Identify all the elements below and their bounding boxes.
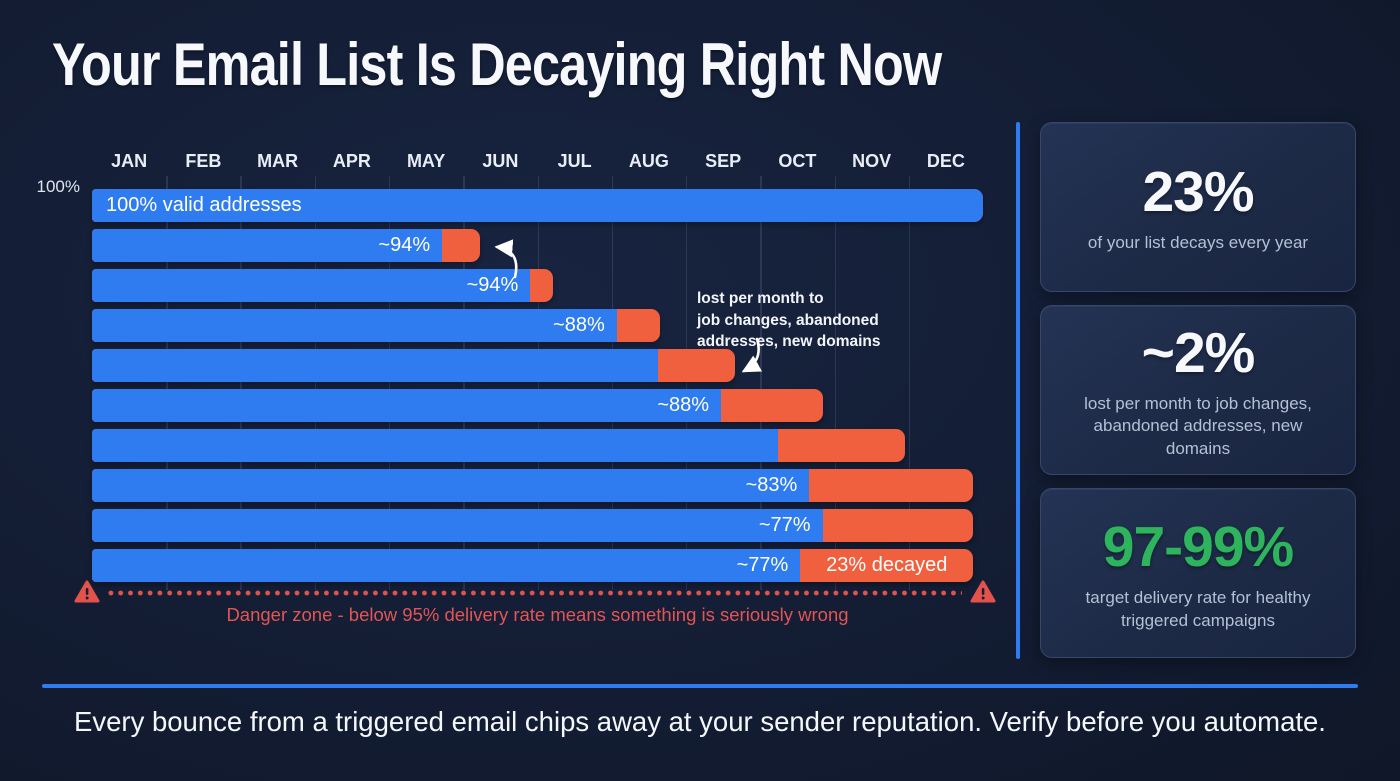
bar-valid-label: ~88% (657, 394, 710, 416)
valid-segment: ~94% (92, 229, 443, 262)
month-label-jan: JAN (111, 151, 148, 171)
decay-bar-row (92, 349, 736, 382)
gridline (314, 176, 317, 590)
gridline (834, 176, 836, 590)
stat-caption: target delivery rate for healthy trigger… (1085, 588, 1311, 630)
decayed-segment: ~77% (92, 509, 974, 542)
warning-triangle-icon (74, 580, 100, 603)
bar-valid-label: ~88% (553, 314, 605, 336)
footer-divider (42, 684, 1358, 688)
month-label-aug: AUG (628, 151, 669, 171)
decay-bar-row: ~77% (92, 509, 974, 542)
month-label-mar: MAR (257, 151, 299, 171)
decayed-segment: ~83% (92, 469, 974, 502)
decay-bar-row: 100% valid addresses (92, 189, 983, 222)
gridline (537, 176, 539, 590)
stat-value: 97-99% (1102, 515, 1294, 580)
month-label-apr: APR (332, 151, 371, 171)
decayed-segment: ~94% (92, 269, 553, 302)
month-label-oct: OCT (778, 151, 817, 171)
month-label-may: MAY (406, 151, 446, 171)
month-label-jun: JUN (482, 151, 519, 171)
stat-caption: lost per month to job changes, abandoned… (1084, 393, 1312, 458)
valid-segment (92, 349, 658, 382)
bar-valid-label: ~83% (745, 474, 798, 496)
bar-valid-label: ~77% (758, 514, 811, 536)
gridline (760, 176, 762, 590)
valid-segment: 100% valid addresses (92, 189, 983, 222)
stat-value: ~2% (1141, 320, 1256, 385)
decay-bar-row: ~94% (92, 269, 553, 302)
gridline (685, 176, 688, 590)
stat-card-1: 23% of your list decays every year (1040, 122, 1356, 292)
month-label-nov: NOV (852, 151, 892, 171)
y-axis-start-label: 100% (36, 177, 80, 196)
bar-valid-label: ~94% (378, 234, 431, 256)
bar-valid-label: ~94% (466, 274, 519, 296)
decayed-segment (92, 349, 736, 382)
danger-zone-note: Danger zone - below 95% delivery rate me… (226, 604, 849, 625)
month-label-jul: JUL (557, 151, 592, 171)
month-label-dec: DEC (926, 151, 965, 171)
decayed-segment: ~88% (92, 309, 660, 342)
gridline (611, 176, 614, 590)
decayed-segment: ~77% 23% decayed (92, 549, 974, 582)
gridline (240, 176, 242, 590)
gridline (908, 176, 911, 590)
chart-annotation: lost per month to job changes, abandoned… (697, 290, 881, 351)
decayed-segment (92, 429, 905, 462)
bar-decay-label: 23% decayed (826, 554, 948, 576)
decay-bar-chart: 100% valid addresses ~94% ~94% ~88% ~88% ~83%… (92, 189, 983, 589)
stat-value: 23% (1142, 160, 1254, 225)
valid-segment: ~83% (92, 469, 810, 502)
decay-bar-row: ~83% (92, 469, 974, 502)
month-label-feb: FEB (185, 151, 222, 171)
decay-bar-row: ~88% (92, 389, 823, 422)
decay-bar-row: ~88% (92, 309, 660, 342)
valid-segment: ~77% (92, 509, 823, 542)
stats-accent-line (1016, 122, 1020, 659)
valid-segment (92, 429, 779, 462)
danger-zone-dotted-line (106, 590, 962, 596)
valid-segment: ~88% (92, 309, 617, 342)
footer-message: Every bounce from a triggered email chip… (74, 706, 1326, 737)
stats-column: 23% of your list decays every year ~2% lost… (1040, 122, 1356, 671)
warning-triangle-icon (970, 580, 996, 603)
stat-card-3: 97-99% target delivery rate for healthy t… (1040, 488, 1356, 658)
month-label-sep: SEP (705, 151, 742, 171)
stat-card-2: ~2% lost per month to job changes, abando… (1040, 305, 1356, 475)
decayed-segment: ~94% (92, 229, 480, 262)
valid-segment: ~88% (92, 389, 722, 422)
valid-segment: ~77% (92, 549, 801, 582)
decay-bar-row: ~94% (92, 229, 480, 262)
bar-valid-label: ~77% (736, 554, 789, 576)
decay-bar-row (92, 429, 905, 462)
gridline (388, 176, 391, 590)
month-axis: JAN FEB MAR APR MAY JUN JUL AUG SEP OCT NOV DEC (92, 148, 983, 174)
bar-valid-label: 100% valid addresses (106, 194, 302, 216)
gridlines (92, 176, 983, 590)
valid-segment: ~94% (92, 269, 531, 302)
decayed-segment: ~88% (92, 389, 823, 422)
gridline (166, 176, 168, 590)
decayed-segment: 100% valid addresses (92, 189, 983, 222)
gridline (463, 176, 465, 590)
decay-bar-row: ~77% 23% decayed (92, 549, 974, 582)
page-title: Your Email List Is Decaying Right Now (52, 31, 942, 98)
stat-caption: of your list decays every year (1087, 233, 1309, 253)
